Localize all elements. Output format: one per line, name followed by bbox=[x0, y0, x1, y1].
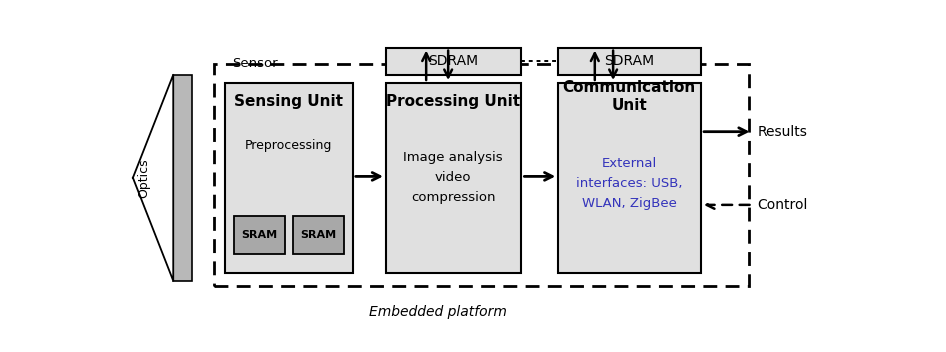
Bar bbox=[386, 83, 521, 272]
Text: Optics: Optics bbox=[137, 158, 150, 197]
Bar bbox=[292, 216, 344, 254]
Text: Image analysis
video
compression: Image analysis video compression bbox=[404, 151, 503, 204]
Text: Processing Unit: Processing Unit bbox=[386, 94, 520, 109]
Bar bbox=[386, 48, 521, 75]
Text: Sensor: Sensor bbox=[232, 57, 277, 70]
Text: SRAM: SRAM bbox=[300, 230, 337, 240]
Text: Embedded platform: Embedded platform bbox=[369, 305, 507, 319]
Text: Results: Results bbox=[758, 125, 808, 139]
Text: External
interfaces: USB,
WLAN, ZigBee: External interfaces: USB, WLAN, ZigBee bbox=[576, 157, 682, 210]
Bar bbox=[558, 48, 701, 75]
Text: SRAM: SRAM bbox=[241, 230, 278, 240]
Polygon shape bbox=[132, 75, 173, 281]
Bar bbox=[234, 216, 286, 254]
Bar bbox=[558, 83, 701, 272]
Text: Control: Control bbox=[758, 198, 808, 212]
Bar bbox=[214, 64, 748, 286]
Bar bbox=[224, 83, 353, 272]
Text: SDRAM: SDRAM bbox=[429, 54, 479, 68]
Text: Communication
Unit: Communication Unit bbox=[563, 80, 696, 113]
Text: SDRAM: SDRAM bbox=[604, 54, 655, 68]
Text: Sensing Unit: Sensing Unit bbox=[234, 94, 342, 109]
Text: Preprocessing: Preprocessing bbox=[245, 139, 332, 152]
Bar bbox=[173, 75, 191, 281]
